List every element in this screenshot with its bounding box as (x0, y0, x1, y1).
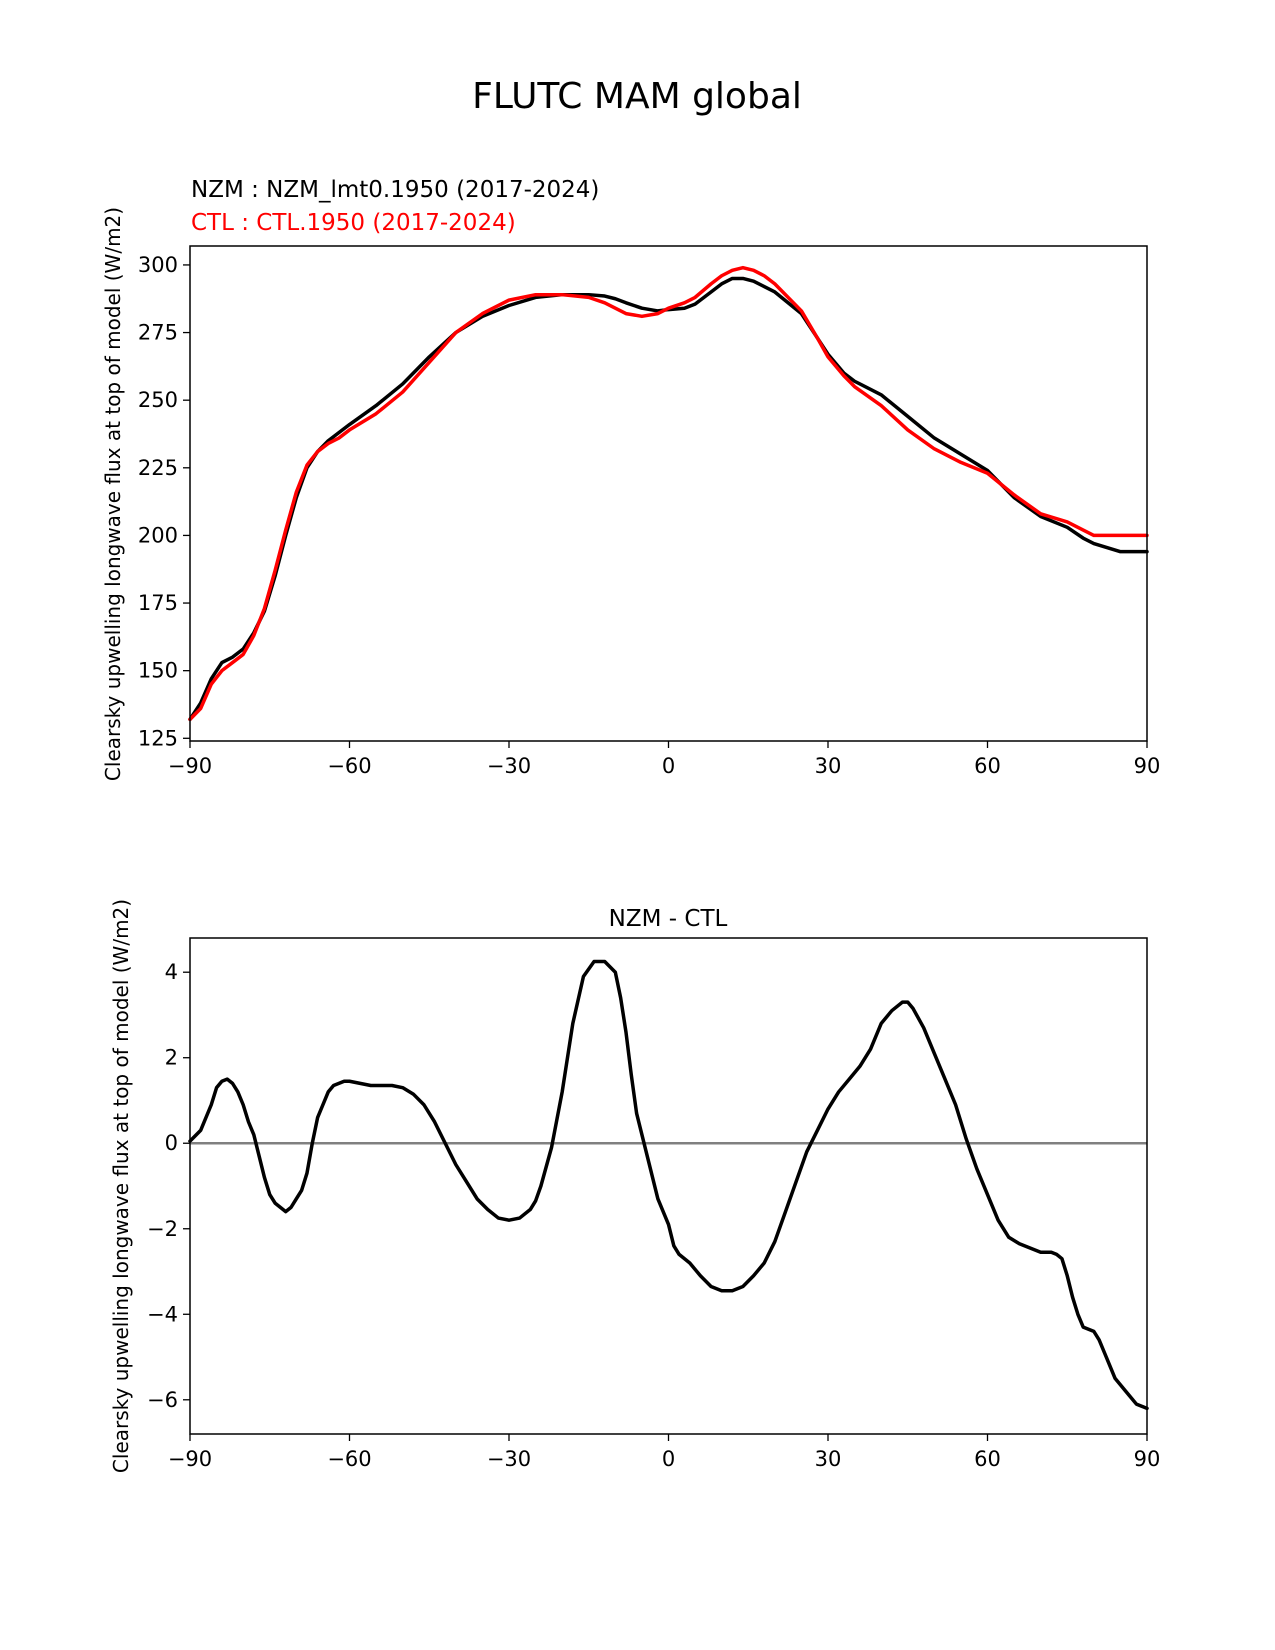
p2-y-tick-label: −6 (147, 1388, 178, 1412)
p2-x-tick-label: −90 (168, 1447, 212, 1471)
top-panel-series (188, 265, 1149, 722)
p1-x-tick-label: 0 (662, 754, 675, 778)
p2-y-tick-label: 0 (165, 1131, 178, 1155)
bottom-panel-y-axis-label: Clearsky upwelling longwave flux at top … (109, 899, 133, 1473)
p1-y-tick-label: 125 (138, 726, 178, 750)
p1-y-tick-label: 225 (138, 456, 178, 480)
bottom-panel-series (188, 959, 1149, 1411)
legend-label-nzm: NZM : NZM_lmt0.1950 (2017-2024) (191, 177, 599, 203)
p2-y-tick-label: −4 (147, 1302, 178, 1326)
p1-y-tick-label: 250 (138, 388, 178, 412)
bottom-panel: −90 −60 −30 0 30 60 90 −6 −4 −2 0 2 4 NZM - CTL Cle… (109, 899, 1160, 1473)
top-panel: −90 −60 −30 0 30 60 90 125 150 175 200 225 250 275 30… (101, 177, 1160, 781)
p1-y-tick-label: 200 (138, 523, 178, 547)
p2-x-tick-label: −30 (487, 1447, 531, 1471)
p2-x-tick-label: 30 (815, 1447, 842, 1471)
top-panel-x-ticks: −90 −60 −30 0 30 60 90 (168, 741, 1161, 778)
p1-y-tick-label: 150 (138, 659, 178, 683)
top-panel-y-ticks: 125 150 175 200 225 250 275 300 (138, 253, 190, 750)
legend-label-ctl: CTL : CTL.1950 (2017-2024) (191, 210, 516, 236)
bottom-panel-title: NZM - CTL (609, 906, 728, 932)
p1-x-tick-label: −30 (487, 754, 531, 778)
p2-y-tick-label: 2 (165, 1046, 178, 1070)
p2-y-tick-label: −2 (147, 1217, 178, 1241)
series-line-ctl (188, 265, 1149, 722)
p1-x-tick-label: 90 (1134, 754, 1161, 778)
top-panel-y-axis-label: Clearsky upwelling longwave flux at top … (101, 207, 125, 781)
p2-y-tick-label: 4 (165, 960, 178, 984)
p2-x-tick-label: 0 (662, 1447, 675, 1471)
p1-x-tick-label: −90 (168, 754, 212, 778)
p2-x-tick-label: −60 (327, 1447, 371, 1471)
p1-x-tick-label: 30 (815, 754, 842, 778)
series-line-nzm-ctl (188, 959, 1149, 1411)
p2-x-tick-label: 60 (974, 1447, 1001, 1471)
figure-title: FLUTC MAM global (472, 76, 802, 117)
p1-y-tick-label: 175 (138, 591, 178, 615)
bottom-panel-y-ticks: −6 −4 −2 0 2 4 (147, 960, 190, 1412)
p1-y-tick-label: 300 (138, 253, 178, 277)
bottom-panel-x-ticks: −90 −60 −30 0 30 60 90 (168, 1434, 1161, 1471)
p1-x-tick-label: −60 (327, 754, 371, 778)
p2-x-tick-label: 90 (1134, 1447, 1161, 1471)
p1-y-tick-label: 275 (138, 321, 178, 345)
p1-x-tick-label: 60 (974, 754, 1001, 778)
